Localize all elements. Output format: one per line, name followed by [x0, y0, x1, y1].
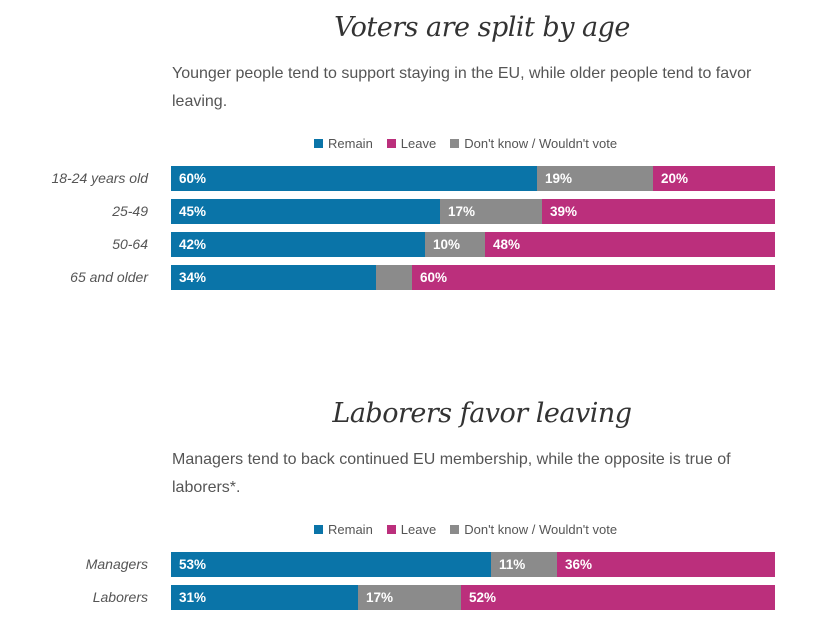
legend-item-unsure: Don't know / Wouldn't vote	[450, 522, 617, 537]
bar-segment-remain: 53%	[171, 552, 491, 577]
category-label: 25-49	[112, 203, 148, 219]
data-label: 11%	[499, 557, 526, 572]
legend-swatch-leave	[386, 525, 396, 534]
legend-swatch-remain	[314, 525, 323, 534]
bar-row: 18-24 years old 60% 19% 20%	[0, 166, 830, 191]
bar-rows: Managers 53% 11% 36% Laborers 31% 17% 52%	[0, 552, 830, 618]
bar-segment-leave: 39%	[542, 199, 775, 224]
data-label: 52%	[469, 590, 497, 605]
bar-segment-unsure: 10%	[425, 232, 485, 257]
data-label: 53%	[179, 557, 207, 572]
stacked-bar: 34% 60%	[171, 265, 775, 290]
stacked-bar: 45% 17% 39%	[171, 199, 775, 224]
legend: Remain Leave Don't know / Wouldn't vote	[314, 522, 617, 537]
bar-row: Laborers 31% 17% 52%	[0, 585, 830, 610]
category-label: 65 and older	[70, 269, 148, 285]
bar-segment-unsure: 11%	[491, 552, 557, 577]
legend-item-remain: Remain	[314, 522, 373, 537]
bar-segment-leave: 48%	[485, 232, 775, 257]
data-label: 36%	[565, 557, 593, 572]
bar-segment-leave: 60%	[412, 265, 775, 290]
legend-label-leave: Leave	[400, 522, 437, 537]
stacked-bar: 60% 19% 20%	[171, 166, 775, 191]
legend-item-leave: Leave	[386, 522, 437, 537]
data-label: 10%	[433, 237, 461, 252]
legend-item-unsure: Don't know / Wouldn't vote	[450, 136, 617, 151]
bar-segment-leave: 36%	[557, 552, 775, 577]
data-label: 17%	[366, 590, 394, 605]
chart-subtitle: Younger people tend to support staying i…	[172, 65, 752, 110]
legend-label-leave: Leave	[400, 136, 437, 151]
legend-label-unsure: Don't know / Wouldn't vote	[464, 136, 618, 151]
legend-item-leave: Leave	[386, 136, 437, 151]
data-label: 19%	[545, 171, 573, 186]
bar-row: 65 and older 34% 60%	[0, 265, 830, 290]
data-label: 42%	[179, 237, 207, 252]
stacked-bar: 42% 10% 48%	[171, 232, 775, 257]
category-label: 50-64	[112, 236, 148, 252]
data-label: 48%	[493, 237, 521, 252]
bar-rows: 18-24 years old 60% 19% 20% 25-49 45% 17% 39% 50…	[0, 166, 830, 298]
chart-title: Laborers favor leaving	[332, 398, 632, 429]
bar-segment-unsure: 19%	[537, 166, 653, 191]
legend-swatch-leave	[386, 139, 396, 148]
legend-swatch-remain	[314, 139, 323, 148]
legend-label-remain: Remain	[328, 136, 373, 151]
legend-swatch-unsure	[450, 139, 460, 148]
bar-segment-unsure: 17%	[358, 585, 461, 610]
chart-subtitle: Managers tend to back continued EU membe…	[172, 451, 731, 496]
bar-row: Managers 53% 11% 36%	[0, 552, 830, 577]
bar-segment-remain: 34%	[171, 265, 376, 290]
legend-label-remain: Remain	[328, 522, 373, 537]
category-label: Laborers	[92, 589, 148, 605]
category-label: Managers	[85, 556, 148, 572]
stacked-bar: 53% 11% 36%	[171, 552, 775, 577]
bar-segment-unsure	[376, 265, 412, 290]
data-label: 39%	[550, 204, 578, 219]
bar-segment-leave: 52%	[461, 585, 775, 610]
legend: Remain Leave Don't know / Wouldn't vote	[314, 136, 617, 151]
data-label: 31%	[179, 590, 207, 605]
data-label: 34%	[179, 270, 207, 285]
data-label: 60%	[420, 270, 448, 285]
legend-item-remain: Remain	[314, 136, 373, 151]
data-label: 45%	[179, 204, 207, 219]
bar-segment-leave: 20%	[653, 166, 775, 191]
legend-swatch-unsure	[450, 525, 460, 534]
bar-segment-remain: 60%	[171, 166, 537, 191]
bar-segment-remain: 31%	[171, 585, 358, 610]
data-label: 60%	[179, 171, 207, 186]
bar-segment-remain: 45%	[171, 199, 440, 224]
data-label: 20%	[661, 171, 689, 186]
legend-label-unsure: Don't know / Wouldn't vote	[464, 522, 618, 537]
chart-title: Voters are split by age	[334, 12, 630, 43]
bar-segment-unsure: 17%	[440, 199, 542, 224]
bar-segment-remain: 42%	[171, 232, 425, 257]
bar-row: 50-64 42% 10% 48%	[0, 232, 830, 257]
stacked-bar: 31% 17% 52%	[171, 585, 775, 610]
data-label: 17%	[448, 204, 476, 219]
category-label: 18-24 years old	[51, 170, 148, 186]
bar-row: 25-49 45% 17% 39%	[0, 199, 830, 224]
